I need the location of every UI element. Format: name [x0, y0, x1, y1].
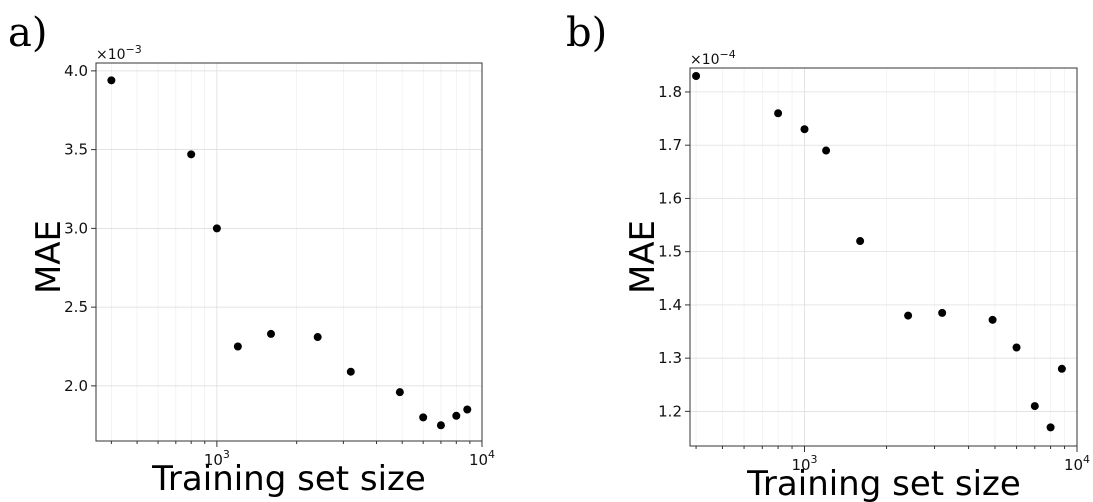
data-point — [419, 413, 428, 422]
data-point — [1030, 402, 1039, 411]
data-point — [233, 342, 242, 351]
data-point — [904, 311, 913, 320]
y-tick-label: 1.7 — [658, 136, 682, 154]
panel-a-plot-area — [95, 62, 483, 442]
data-point — [212, 224, 221, 233]
data-point — [107, 76, 116, 85]
data-point — [800, 125, 809, 134]
y-tick-label: 2.0 — [64, 377, 88, 395]
y-tick-label: 1.6 — [658, 189, 682, 207]
data-point — [692, 71, 701, 80]
panel-a-y-multiplier: ×10−3 — [96, 43, 142, 63]
y-tick-label: 1.8 — [658, 83, 682, 101]
data-point — [856, 237, 865, 246]
panel-b-y-multiplier: ×10−4 — [690, 48, 736, 68]
panel-b-ticks: 1.2 1.3 1.4 1.5 1.6 1.7 1.8 103 104 — [658, 83, 1090, 474]
data-point — [822, 146, 831, 155]
panel-a-y-multiplier-exp: −3 — [126, 43, 142, 56]
panel-b-plot-area — [689, 67, 1078, 447]
panel-b-y-axis-label: MAE — [623, 220, 663, 294]
y-tick-label: 2.5 — [64, 298, 88, 316]
panel-b-gridlines — [690, 68, 1078, 446]
panel-a-label: a) — [8, 10, 47, 56]
y-tick-label: 1.4 — [658, 296, 682, 314]
data-point — [266, 329, 275, 338]
panel-a-points — [107, 76, 472, 430]
data-point — [1012, 343, 1021, 352]
x-tick-label: 103 — [791, 453, 817, 474]
panel-b-points — [692, 71, 1066, 432]
y-tick-label: 3.0 — [64, 219, 88, 237]
panel-b-label: b) — [566, 10, 607, 56]
y-tick-label: 3.5 — [64, 141, 88, 159]
data-point — [436, 421, 445, 430]
panel-b-y-multiplier-exp: −4 — [720, 48, 736, 61]
data-point — [395, 388, 404, 397]
panel-a-ticks: 2.0 2.5 3.0 3.5 4.0 103 104 — [64, 62, 495, 469]
x-tick-label: 104 — [469, 448, 495, 469]
panel-b: b) 1.2 1.3 1.4 1.5 1.6 1.7 1.8 103 104 ×10−4 Tra… — [566, 10, 1090, 502]
y-tick-label: 1.2 — [658, 402, 682, 420]
data-point — [1057, 364, 1066, 373]
data-point — [187, 150, 196, 159]
y-tick-label: 1.3 — [658, 349, 682, 367]
panel-a: a) 2.0 2.5 3.0 3.5 4.0 103 104 ×10−3 Training … — [8, 10, 495, 499]
panel-a-gridlines — [96, 63, 483, 441]
panel-a-y-axis-label: MAE — [29, 220, 69, 294]
x-tick-label: 103 — [204, 448, 230, 469]
data-point — [452, 411, 461, 420]
panel-a-y-multiplier-base: ×10 — [96, 47, 126, 63]
y-tick-label: 1.5 — [658, 243, 682, 261]
panel-b-y-multiplier-base: ×10 — [690, 52, 720, 68]
data-point — [346, 367, 355, 376]
data-point — [774, 109, 783, 118]
x-tick-label: 104 — [1064, 453, 1090, 474]
data-point — [1046, 423, 1055, 432]
panel-a-x-axis-label: Training set size — [151, 459, 426, 499]
panel-b-x-axis-label: Training set size — [746, 464, 1021, 502]
data-point — [313, 333, 322, 342]
data-point — [463, 405, 472, 414]
data-point — [938, 308, 947, 317]
data-point — [988, 315, 997, 324]
y-tick-label: 4.0 — [64, 62, 88, 80]
